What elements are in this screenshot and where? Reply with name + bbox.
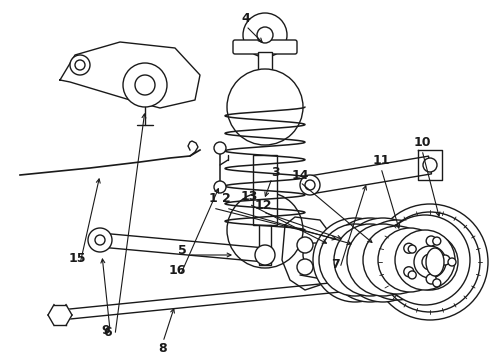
Circle shape	[70, 55, 90, 75]
Circle shape	[227, 69, 303, 145]
Circle shape	[422, 254, 438, 270]
Circle shape	[395, 230, 455, 290]
Text: 16: 16	[168, 264, 186, 276]
Circle shape	[423, 158, 437, 172]
Circle shape	[426, 274, 436, 284]
Text: 6: 6	[104, 327, 112, 339]
Circle shape	[363, 226, 431, 294]
Circle shape	[404, 243, 414, 253]
Circle shape	[135, 75, 155, 95]
Circle shape	[319, 224, 391, 296]
Circle shape	[75, 60, 85, 70]
Bar	[253, 155, 277, 225]
Circle shape	[372, 222, 448, 298]
Text: 8: 8	[159, 342, 167, 355]
Circle shape	[328, 218, 412, 302]
Circle shape	[88, 228, 112, 252]
Text: 1: 1	[209, 192, 218, 204]
Bar	[258, 52, 272, 107]
Circle shape	[227, 192, 303, 268]
Circle shape	[347, 224, 419, 296]
Circle shape	[404, 267, 414, 277]
Text: 2: 2	[221, 192, 230, 204]
Bar	[259, 225, 271, 265]
Circle shape	[255, 245, 275, 265]
Circle shape	[426, 236, 436, 246]
Polygon shape	[418, 150, 442, 180]
Circle shape	[440, 255, 450, 265]
Circle shape	[297, 237, 313, 253]
Polygon shape	[99, 233, 266, 262]
Circle shape	[303, 243, 327, 267]
Circle shape	[408, 271, 416, 279]
Circle shape	[350, 275, 370, 295]
Circle shape	[95, 235, 105, 245]
Circle shape	[357, 220, 437, 300]
Circle shape	[408, 245, 416, 253]
Text: 5: 5	[178, 243, 186, 257]
Text: 4: 4	[242, 12, 250, 24]
Circle shape	[414, 246, 446, 278]
Circle shape	[214, 181, 226, 193]
Polygon shape	[282, 217, 335, 290]
Polygon shape	[59, 280, 361, 320]
Circle shape	[378, 228, 442, 292]
Text: 10: 10	[413, 135, 431, 149]
Polygon shape	[60, 42, 200, 108]
Circle shape	[313, 218, 397, 302]
Circle shape	[123, 63, 167, 107]
Circle shape	[433, 279, 441, 287]
Circle shape	[380, 215, 470, 305]
Circle shape	[448, 258, 456, 266]
Text: 15: 15	[68, 252, 86, 266]
Polygon shape	[48, 305, 72, 325]
Circle shape	[305, 180, 315, 190]
FancyBboxPatch shape	[233, 40, 297, 54]
Text: 13: 13	[240, 189, 258, 202]
Circle shape	[243, 13, 287, 57]
Circle shape	[402, 234, 458, 290]
Circle shape	[433, 237, 441, 245]
Circle shape	[257, 27, 273, 43]
Circle shape	[372, 204, 488, 320]
Circle shape	[334, 224, 406, 296]
Text: 14: 14	[291, 168, 309, 181]
Ellipse shape	[426, 248, 444, 276]
Circle shape	[300, 175, 320, 195]
Text: 11: 11	[372, 153, 390, 166]
Text: 9: 9	[102, 324, 110, 337]
Circle shape	[214, 142, 226, 154]
Text: 3: 3	[270, 166, 279, 179]
Circle shape	[297, 259, 313, 275]
Text: 7: 7	[331, 258, 340, 271]
Circle shape	[341, 218, 425, 302]
Text: 12: 12	[254, 198, 272, 212]
Polygon shape	[309, 156, 432, 194]
